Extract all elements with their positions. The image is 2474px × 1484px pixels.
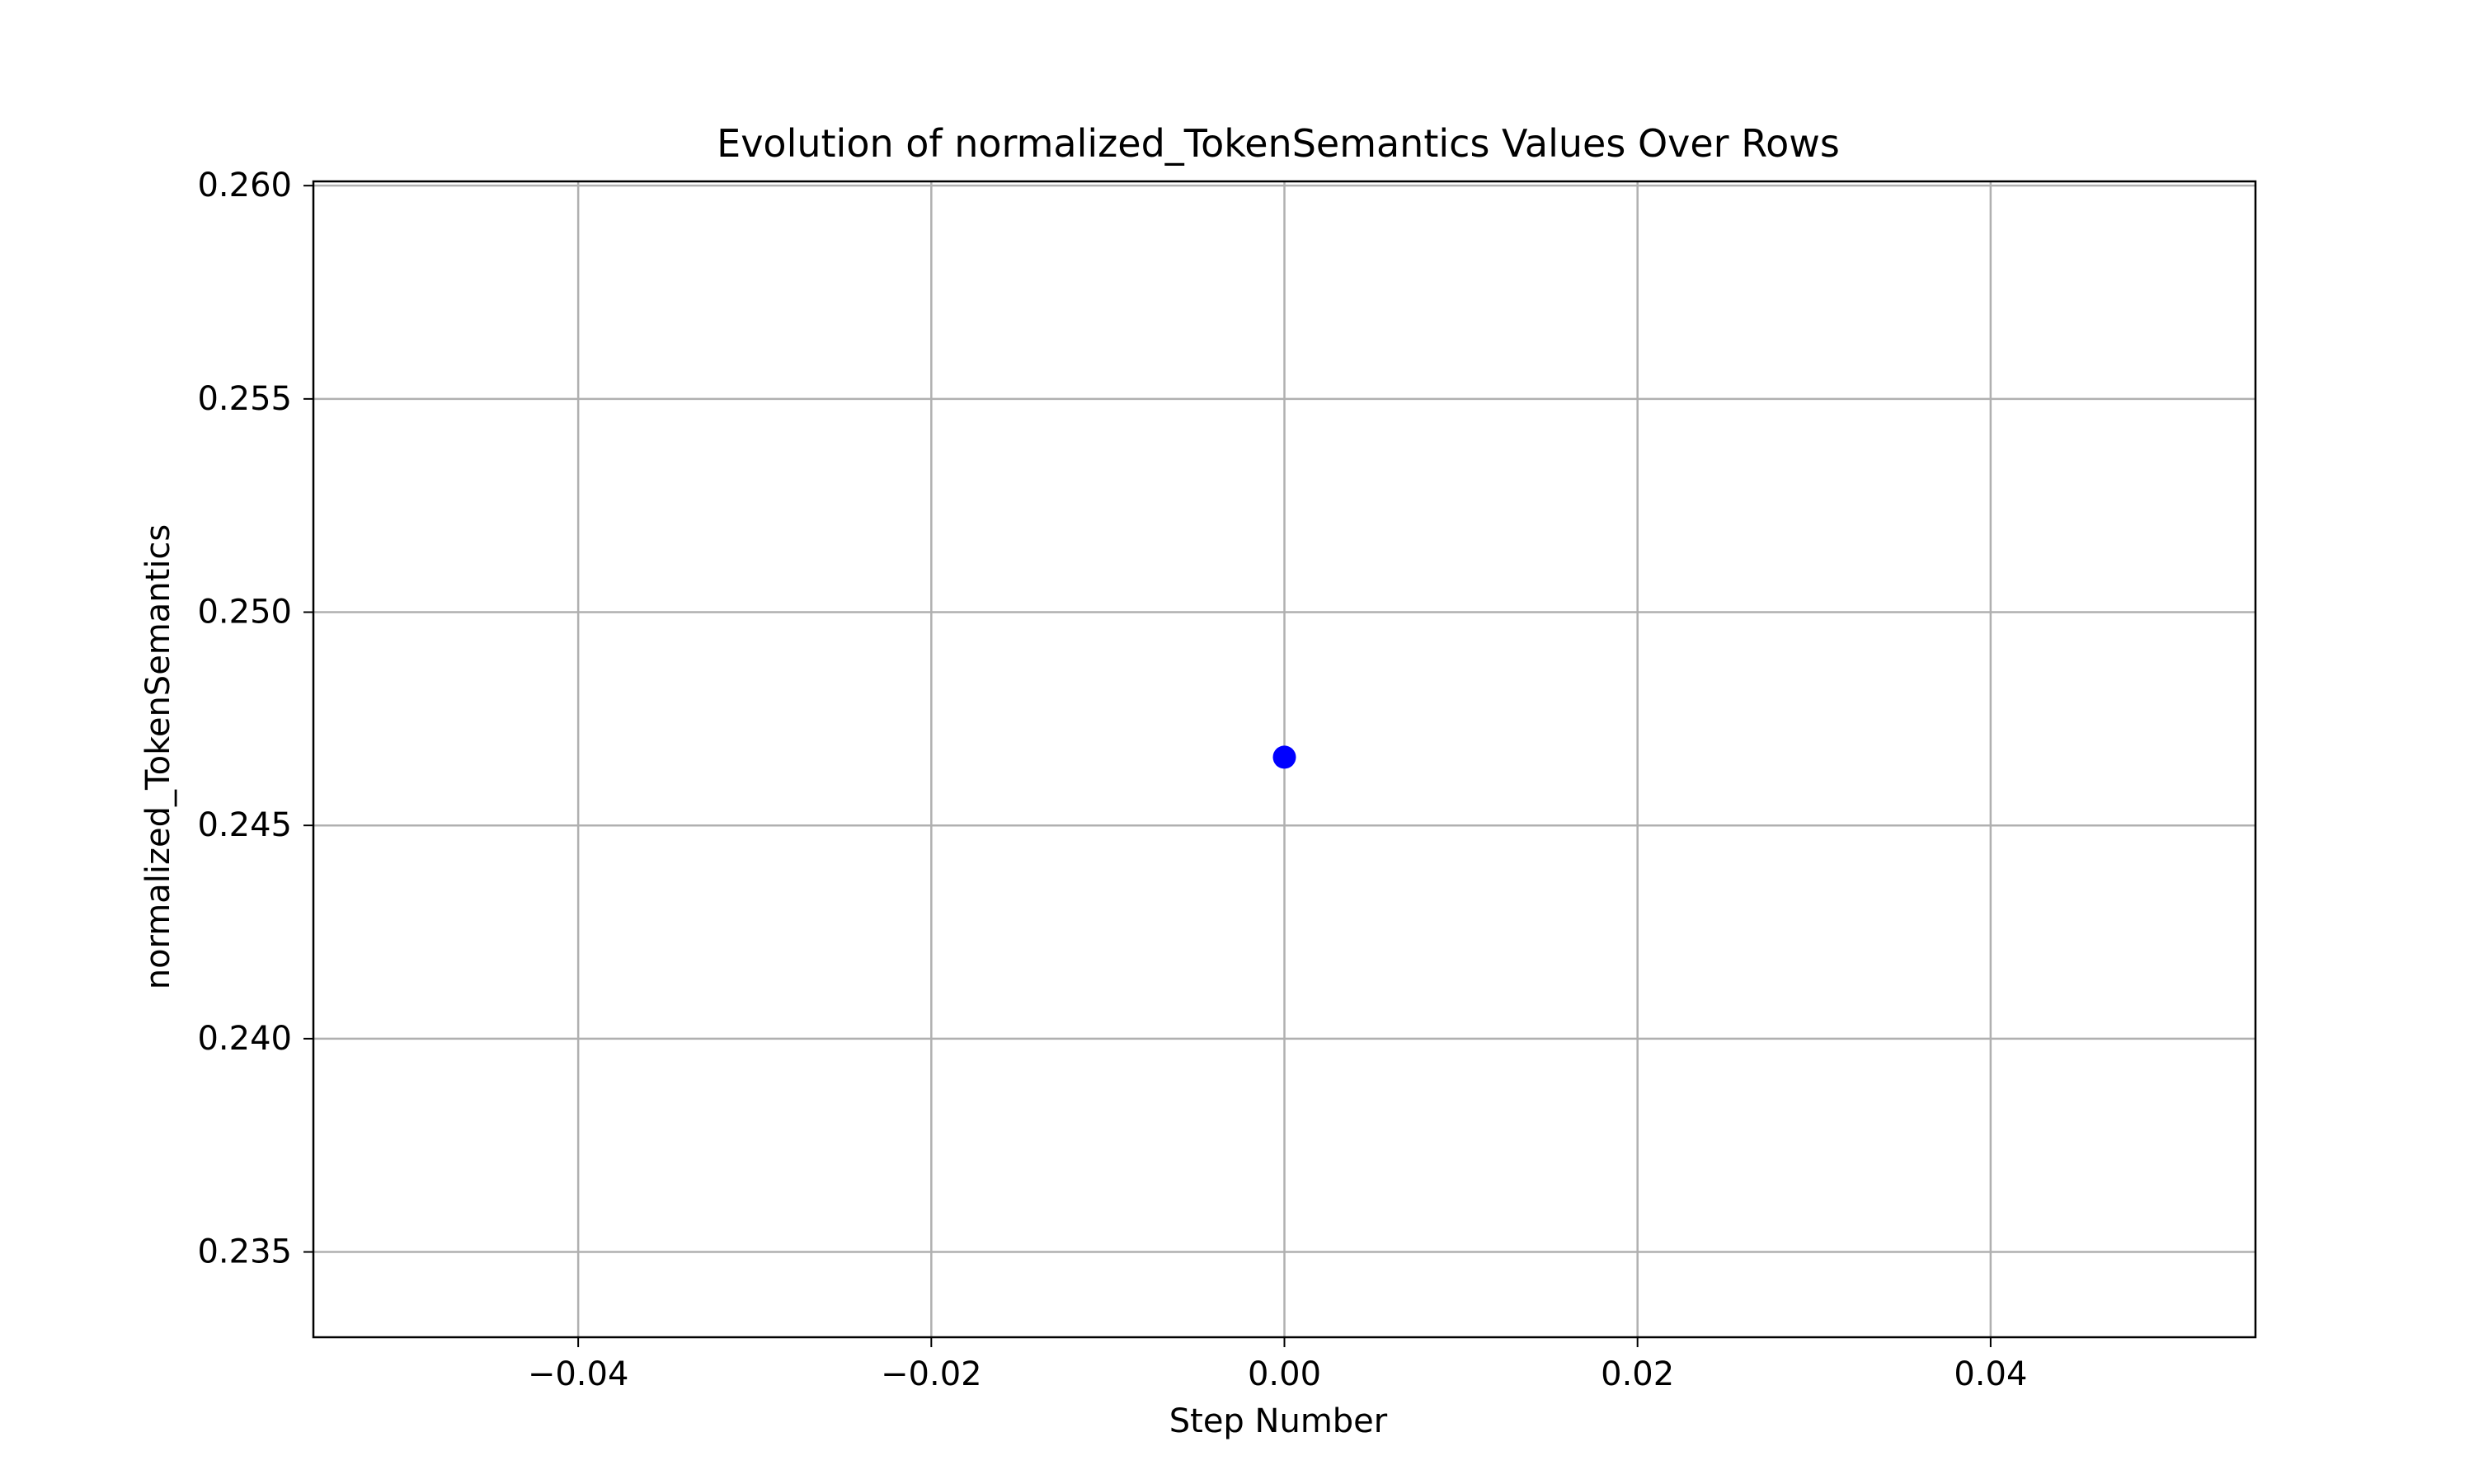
y-axis-label: normalized_TokenSemantics (139, 524, 177, 990)
chart-title: Evolution of normalized_TokenSemantics V… (717, 121, 1840, 166)
x-tick-label: 0.00 (1248, 1355, 1321, 1393)
y-tick-label: 0.245 (197, 806, 292, 844)
x-axis-label: Step Number (1169, 1402, 1388, 1440)
x-tick-label: −0.04 (528, 1355, 629, 1393)
points-layer (1272, 745, 1296, 769)
grid-layer (313, 181, 2255, 1337)
x-tick-label: 0.04 (1954, 1355, 2027, 1393)
y-tick-label: 0.235 (197, 1233, 292, 1271)
data-point (1272, 745, 1296, 769)
x-tick-label: 0.02 (1601, 1355, 1674, 1393)
x-axis-ticks: −0.04 −0.02 0.00 0.02 0.04 (528, 1337, 2027, 1393)
y-axis-ticks: 0.235 0.240 0.245 0.250 0.255 0.260 (197, 167, 313, 1271)
y-tick-label: 0.255 (197, 380, 292, 418)
x-tick-label: −0.02 (881, 1355, 982, 1393)
y-tick-label: 0.240 (197, 1020, 292, 1058)
y-tick-label: 0.260 (197, 167, 292, 204)
y-tick-label: 0.250 (197, 594, 292, 632)
